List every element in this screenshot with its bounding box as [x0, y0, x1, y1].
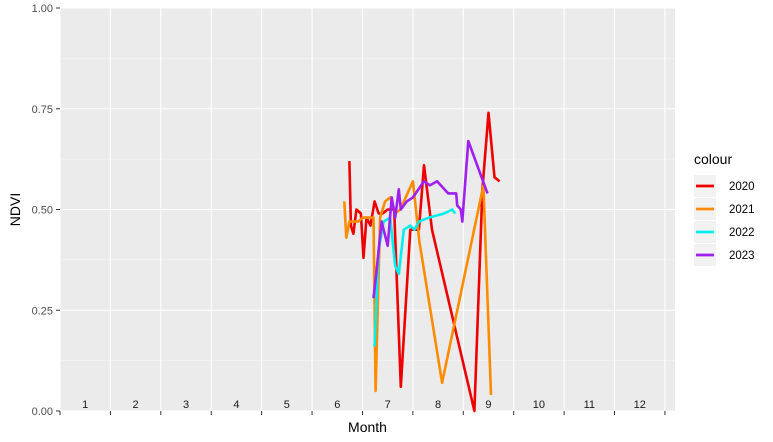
minor-gridlines — [60, 58, 675, 361]
y-axis: 0.00 0.25 0.50 0.75 1.00 — [32, 3, 60, 418]
x-axis — [59, 411, 666, 415]
legend-title: colour — [694, 151, 732, 167]
month-label: 12 — [634, 399, 646, 411]
legend-label: 2020 — [729, 181, 755, 193]
y-tick-label: 0.50 — [32, 205, 53, 217]
y-tick-label: 0.25 — [32, 305, 53, 317]
legend-label: 2022 — [729, 227, 755, 239]
major-gridlines — [59, 7, 675, 412]
y-axis-title: NDVI — [7, 193, 23, 226]
legend-label: 2021 — [729, 204, 755, 216]
month-labels: 1 2 3 4 5 6 7 8 9 10 11 12 — [82, 399, 646, 411]
legend: colour 2020 2021 2022 2023 — [694, 151, 755, 266]
series-line-2023 — [372, 139, 489, 299]
month-label: 2 — [133, 399, 139, 411]
y-tick-label: 0.00 — [32, 406, 53, 418]
month-label: 8 — [435, 399, 441, 411]
month-label: 4 — [233, 399, 239, 411]
series-lines — [343, 111, 501, 413]
series-line-2022 — [373, 208, 457, 347]
x-axis-title: Month — [348, 419, 387, 435]
month-label: 6 — [334, 399, 340, 411]
month-label: 10 — [533, 399, 545, 411]
legend-label: 2023 — [729, 250, 755, 262]
series-line-2021 — [343, 180, 493, 395]
month-label: 1 — [82, 399, 88, 411]
month-label: 3 — [183, 399, 189, 411]
y-tick-label: 0.75 — [32, 104, 53, 116]
month-label: 11 — [584, 399, 595, 411]
month-label: 5 — [284, 399, 290, 411]
month-label: 9 — [485, 399, 491, 411]
y-tick-label: 1.00 — [32, 3, 53, 15]
month-label: 7 — [385, 399, 391, 411]
